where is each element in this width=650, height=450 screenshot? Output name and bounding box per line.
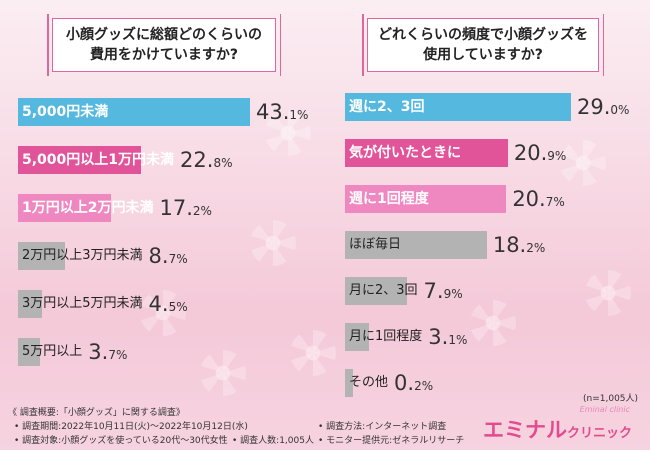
value-label: 43.1% <box>256 98 308 126</box>
category-label: 週に1回程度 <box>349 191 429 207</box>
bar <box>18 98 250 126</box>
value-label: 18.2% <box>493 231 545 259</box>
survey-overview: 《 調査概要:「小顔グッズ」に関する調査》 <box>8 408 185 418</box>
survey-provider: • モニター提供元:ゼネラルリサーチ <box>318 436 465 446</box>
value-label-sub: 9% <box>547 149 567 163</box>
value-label: 20.7% <box>512 185 564 213</box>
value-label-main: 7. <box>423 279 444 303</box>
value-label: 0.2% <box>394 369 433 397</box>
bar <box>18 146 141 174</box>
value-label-sub: 2% <box>414 379 434 393</box>
category-label: 気が付いたときに <box>349 145 461 161</box>
flower-decoration <box>265 110 311 156</box>
value-label-main: 0. <box>394 371 415 395</box>
question-line: 小顔グッズに総額どのくらいの <box>66 27 262 43</box>
value-label-sub: 9% <box>443 287 463 301</box>
flower-decoration <box>200 350 246 396</box>
value-label-main: 20. <box>513 141 548 165</box>
logo-sub-text: クリニック <box>566 426 632 441</box>
question-line: 費用をかけていますか? <box>89 47 239 63</box>
category-label: 1万円以上2万円未満 <box>22 200 154 216</box>
logo-small-text: Eminal clinic <box>579 405 630 414</box>
flower-decoration <box>470 300 516 346</box>
value-label-main: 43. <box>256 100 290 124</box>
value-label: 29.0% <box>577 93 629 121</box>
value-label-main: 8. <box>148 244 169 268</box>
flower-decoration <box>250 220 296 266</box>
value-label-main: 4. <box>148 292 169 316</box>
survey-target: • 調査対象:小顔グッズを使っている20代〜30代女性 <box>14 436 228 446</box>
flower-decoration <box>140 290 186 336</box>
value-label: 17.2% <box>159 194 211 222</box>
value-label-sub: 5% <box>168 300 188 314</box>
flower-decoration <box>560 140 606 186</box>
flower-decoration <box>585 270 631 316</box>
question-title-left: 小顔グッズに総額どのくらいの 費用をかけていますか? <box>47 14 281 76</box>
value-label: 22.8% <box>180 146 232 174</box>
bar <box>345 231 487 259</box>
category-label: 月に1回程度 <box>349 329 423 344</box>
flower-decoration <box>290 330 336 376</box>
value-label: 3.1% <box>428 323 467 351</box>
value-label-sub: 1% <box>448 333 468 347</box>
bar <box>18 290 43 318</box>
value-label-main: 22. <box>180 148 214 172</box>
value-label-main: 3. <box>428 325 449 349</box>
category-label: 5,000円未満 <box>22 104 109 120</box>
survey-count: • 調査人数:1,005人 <box>232 436 314 446</box>
bar <box>345 93 571 121</box>
bar <box>18 194 111 222</box>
bar <box>345 139 508 167</box>
category-label: ほぼ毎日 <box>349 237 402 252</box>
question-line: 使用していますか? <box>423 47 543 63</box>
value-label-sub: 7% <box>545 195 565 209</box>
category-label: 2万円以上3万円未満 <box>22 248 143 263</box>
value-label: 7.9% <box>424 277 463 305</box>
value-label-main: 3. <box>88 340 109 364</box>
value-label-sub: 2% <box>526 241 546 255</box>
bar <box>345 369 353 397</box>
question-title-right: どれくらいの頻度で小顔グッズを 使用していますか? <box>362 14 604 76</box>
value-label-sub: 8% <box>213 156 233 170</box>
category-label: 3万円以上5万円未満 <box>22 296 143 311</box>
category-label: 月に2、3回 <box>349 283 418 298</box>
value-label-sub: 7% <box>108 348 128 362</box>
clinic-logo: Eminal clinic エミナルクリニック <box>483 405 632 444</box>
category-label: その他 <box>349 375 389 390</box>
survey-method: • 調査方法:インターネット調査 <box>318 422 447 432</box>
bar <box>18 242 65 270</box>
value-label-main: 18. <box>492 233 527 257</box>
value-label-sub: 7% <box>168 252 188 266</box>
bar <box>345 185 507 213</box>
value-label-main: 20. <box>512 187 546 211</box>
value-label-main: 29. <box>577 95 611 119</box>
question-line: どれくらいの頻度で小顔グッズを <box>378 27 588 43</box>
value-label: 8.7% <box>149 242 188 270</box>
value-label-sub: 2% <box>192 204 212 218</box>
bar <box>345 323 370 351</box>
logo-main-text: エミナル <box>482 418 567 442</box>
bar <box>18 338 40 366</box>
survey-period: • 調査期間:2022年10月11日(火)〜2022年10月12日(水) <box>14 422 248 432</box>
category-label: 週に2、3回 <box>349 99 425 115</box>
value-label: 4.5% <box>149 290 188 318</box>
value-label: 20.9% <box>514 139 566 167</box>
value-label-main: 17. <box>159 196 193 220</box>
value-label-sub: 0% <box>610 103 630 117</box>
bar <box>345 277 407 305</box>
category-label: 5万円以上 <box>22 344 83 359</box>
value-label: 3.7% <box>88 338 127 366</box>
value-label-sub: 1% <box>289 108 309 122</box>
category-label: 5,000円以上1万円未満 <box>22 152 175 168</box>
sample-size: (n=1,005人) <box>583 394 639 404</box>
